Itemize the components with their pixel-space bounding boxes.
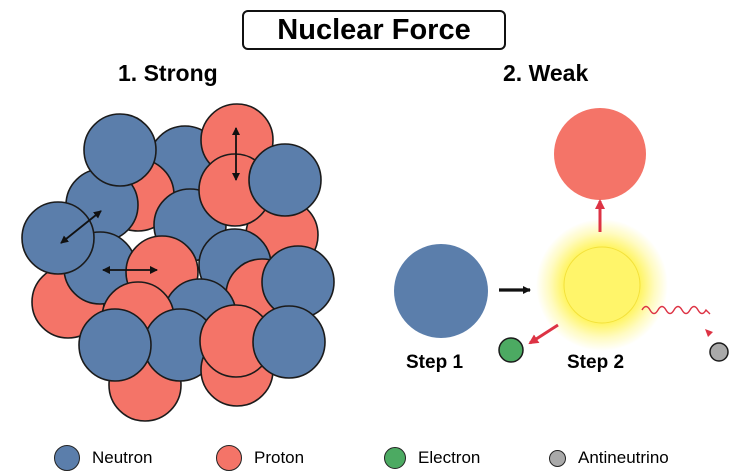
strong-force-arrow xyxy=(60,210,102,244)
antineutrino-swatch xyxy=(549,449,566,467)
proton-swatch xyxy=(216,445,242,471)
neutron xyxy=(252,305,326,379)
strong-force-heading: 1. Strong xyxy=(118,60,218,86)
legend-label: Electron xyxy=(418,448,481,467)
legend-label: Neutron xyxy=(92,448,153,467)
legend-item-proton: Proton xyxy=(216,444,304,472)
neutron xyxy=(78,308,152,382)
electron xyxy=(498,337,524,363)
neutron-swatch xyxy=(54,445,80,471)
resulting-proton xyxy=(554,108,646,200)
step1-label: Step 1 xyxy=(406,352,464,373)
neutron xyxy=(83,113,157,187)
electron-emission-arrow xyxy=(528,323,559,345)
diagram-title: Nuclear Force xyxy=(242,10,506,50)
weak-force-heading: 2. Weak xyxy=(503,60,589,86)
legend-label: Proton xyxy=(254,448,305,467)
legend-item-antineutrino: Antineutrino xyxy=(549,444,669,472)
legend-item-neutron: Neutron xyxy=(54,444,152,472)
step2-label: Step 2 xyxy=(567,352,625,373)
antineutrino xyxy=(709,342,729,362)
electron-swatch xyxy=(384,447,406,469)
antineutrino-wave-head xyxy=(705,329,713,337)
legend-item-electron: Electron xyxy=(384,444,480,472)
nucleus-cluster xyxy=(21,103,335,422)
neutron xyxy=(248,143,322,217)
decaying-particle xyxy=(563,246,641,324)
antineutrino-wave xyxy=(641,305,711,315)
legend-label: Antineutrino xyxy=(578,448,669,467)
step1-neutron xyxy=(394,244,488,338)
neutron xyxy=(21,201,95,275)
